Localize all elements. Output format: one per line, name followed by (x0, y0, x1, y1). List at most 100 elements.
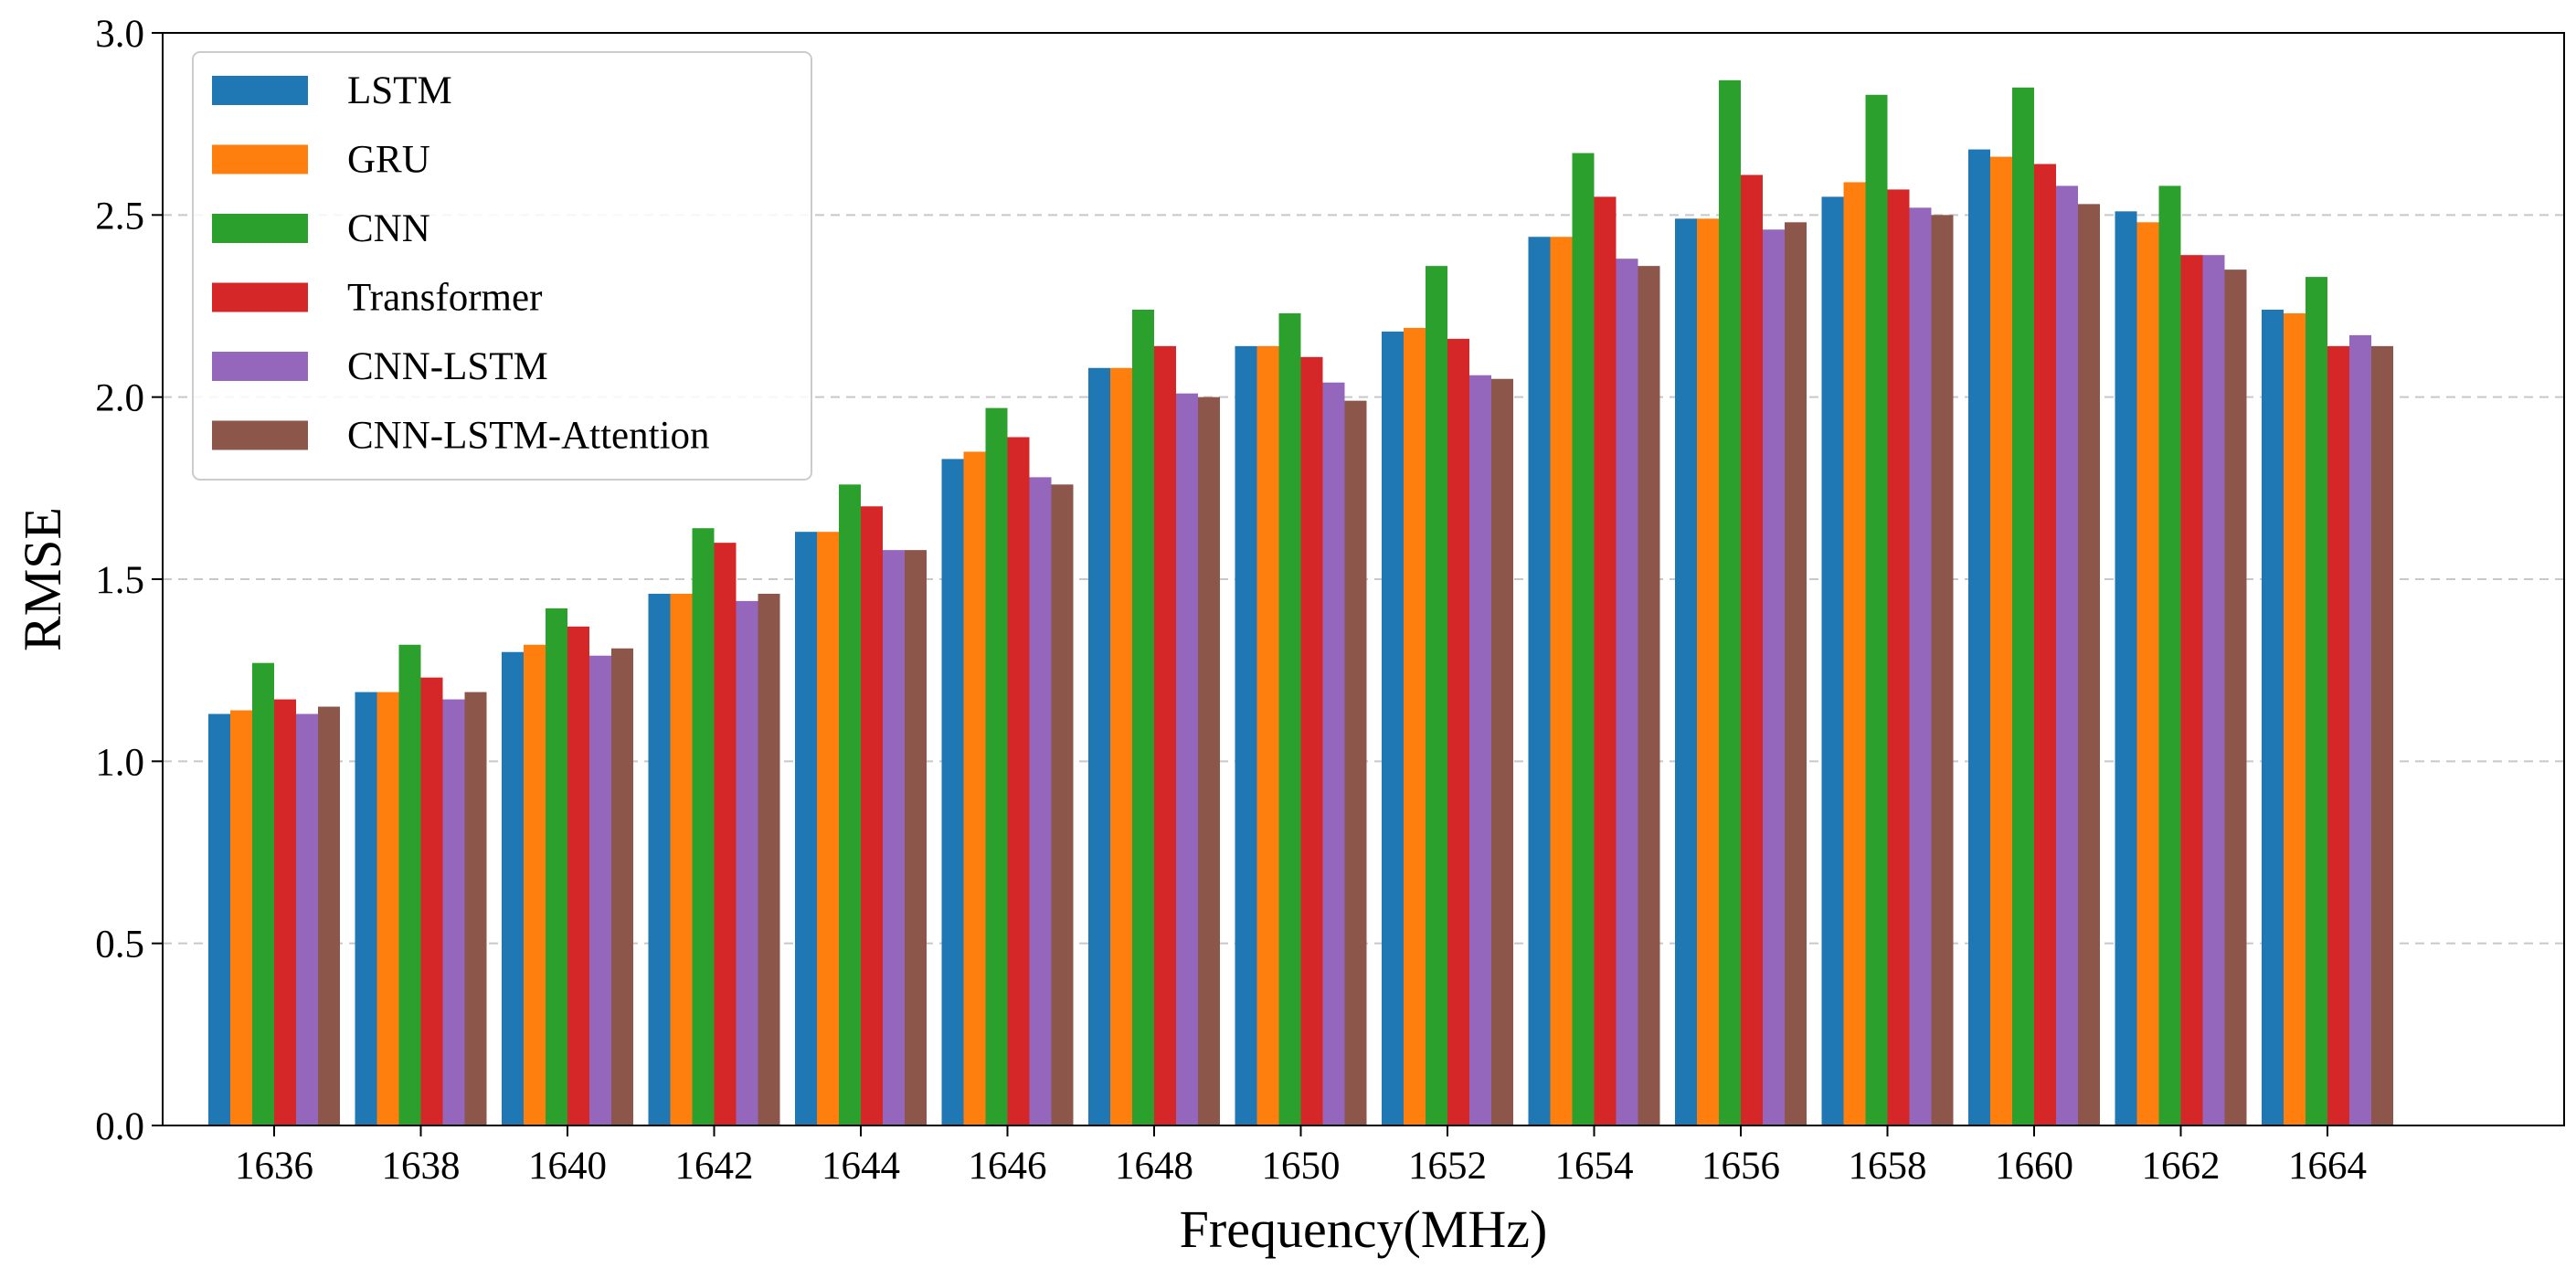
legend-swatch (212, 144, 308, 174)
bar-cnn-lstm-1654 (1616, 259, 1638, 1125)
bar-cnn-lstm-1650 (1322, 382, 1345, 1126)
bar-cnn-1640 (546, 608, 567, 1125)
bar-cnn-1650 (1278, 312, 1301, 1125)
bar-gru-1652 (1404, 327, 1426, 1125)
bar-lstm-1652 (1382, 331, 1404, 1125)
bar-transformer-1648 (1154, 345, 1176, 1125)
bar-cnn-lstm-1640 (589, 655, 611, 1125)
y-tick-label: 1.0 (95, 741, 144, 784)
x-tick-label: 1640 (528, 1145, 607, 1188)
bar-gru-1654 (1550, 237, 1573, 1126)
bar-gru-1658 (1843, 182, 1866, 1125)
bar-cnn-lstm-1644 (883, 550, 905, 1125)
bar-cnn-lstm-attention-1654 (1638, 266, 1660, 1125)
bar-cnn-1662 (2158, 185, 2181, 1126)
bar-cnn-lstm-1664 (2349, 334, 2371, 1126)
bar-cnn-lstm-attention-1664 (2371, 345, 2393, 1125)
bar-gru-1660 (1990, 156, 2012, 1126)
bar-transformer-1660 (2034, 164, 2056, 1125)
bar-cnn-lstm-attention-1658 (1931, 215, 1954, 1126)
bar-lstm-1644 (795, 532, 817, 1125)
bar-lstm-1660 (1968, 149, 1990, 1125)
bar-transformer-1654 (1594, 196, 1617, 1125)
bar-cnn-1642 (692, 528, 715, 1125)
bar-cnn-lstm-attention-1642 (758, 593, 780, 1125)
bar-cnn-lstm-attention-1660 (2078, 204, 2100, 1125)
bar-transformer-1638 (420, 677, 443, 1125)
x-tick-label: 1636 (235, 1145, 313, 1188)
x-tick-label: 1660 (1995, 1145, 2073, 1188)
bar-cnn-lstm-1648 (1176, 393, 1198, 1125)
legend-swatch (212, 282, 308, 312)
legend-label: GRU (347, 139, 430, 182)
legend-label: LSTM (347, 69, 452, 112)
bar-lstm-1646 (941, 459, 964, 1125)
bar-lstm-1650 (1235, 345, 1257, 1125)
legend-swatch (212, 420, 308, 450)
bar-cnn-1636 (252, 662, 274, 1125)
x-tick-label: 1662 (2142, 1145, 2221, 1188)
bar-cnn-lstm-1656 (1763, 229, 1785, 1125)
bar-cnn-1658 (1865, 94, 1888, 1126)
legend-swatch (212, 352, 308, 381)
bar-cnn-lstm-attention-1656 (1785, 222, 1807, 1126)
legend-swatch (212, 214, 308, 243)
bar-gru-1646 (963, 451, 986, 1125)
bar-cnn-lstm-attention-1650 (1344, 400, 1367, 1125)
bar-cnn-1660 (2012, 87, 2034, 1125)
bar-lstm-1638 (355, 692, 377, 1125)
bar-transformer-1650 (1300, 356, 1323, 1125)
y-tick-label: 3.0 (95, 13, 144, 56)
legend-label: CNN-LSTM-Attention (347, 415, 710, 458)
x-tick-label: 1638 (382, 1145, 461, 1188)
bar-gru-1664 (2284, 312, 2306, 1125)
bar-cnn-lstm-attention-1646 (1051, 484, 1074, 1125)
legend-box (192, 51, 812, 481)
bar-transformer-1664 (2327, 345, 2349, 1125)
bar-lstm-1636 (208, 713, 230, 1125)
bar-cnn-lstm-1642 (736, 600, 758, 1125)
bar-cnn-lstm-1660 (2056, 185, 2078, 1126)
y-axis-title: RMSE (13, 507, 72, 651)
bar-lstm-1656 (1675, 218, 1697, 1125)
bar-transformer-1642 (714, 543, 737, 1125)
bar-transformer-1658 (1887, 189, 1910, 1126)
bar-cnn-lstm-attention-1640 (611, 648, 633, 1125)
y-tick-label: 2.5 (95, 195, 144, 238)
x-tick-label: 1646 (969, 1145, 1047, 1188)
bar-lstm-1662 (2115, 211, 2137, 1125)
bar-cnn-lstm-attention-1636 (318, 706, 340, 1125)
bar-lstm-1658 (1821, 196, 1844, 1125)
bar-cnn-lstm-1658 (1909, 207, 1932, 1126)
legend-label: CNN-LSTM (347, 345, 548, 388)
bar-cnn-lstm-1662 (2202, 255, 2225, 1126)
bar-gru-1656 (1697, 218, 1719, 1125)
y-tick-label: 2.0 (95, 377, 144, 420)
bar-cnn-lstm-1646 (1029, 477, 1052, 1125)
x-tick-label: 1654 (1555, 1145, 1634, 1188)
bar-gru-1648 (1110, 367, 1132, 1126)
bar-gru-1644 (817, 532, 839, 1125)
bar-cnn-1664 (2306, 277, 2327, 1125)
bar-lstm-1654 (1528, 237, 1551, 1126)
bar-transformer-1662 (2180, 255, 2203, 1126)
bar-cnn-lstm-1636 (296, 713, 318, 1125)
x-tick-label: 1642 (675, 1145, 754, 1188)
bar-transformer-1640 (567, 626, 589, 1125)
bar-gru-1636 (230, 710, 252, 1125)
bar-gru-1650 (1256, 345, 1279, 1125)
bar-transformer-1646 (1007, 437, 1030, 1125)
bar-gru-1640 (524, 644, 546, 1125)
bar-transformer-1636 (274, 699, 296, 1125)
x-tick-label: 1650 (1262, 1145, 1341, 1188)
bar-cnn-lstm-attention-1648 (1198, 396, 1220, 1126)
x-tick-label: 1664 (2288, 1145, 2367, 1188)
x-tick-label: 1652 (1408, 1145, 1487, 1188)
bar-lstm-1664 (2262, 309, 2284, 1125)
x-tick-label: 1644 (822, 1145, 900, 1188)
bar-cnn-1654 (1572, 153, 1595, 1125)
bars-group (208, 79, 2393, 1126)
y-tick-label: 0.5 (95, 924, 144, 967)
bar-lstm-1642 (648, 593, 671, 1125)
